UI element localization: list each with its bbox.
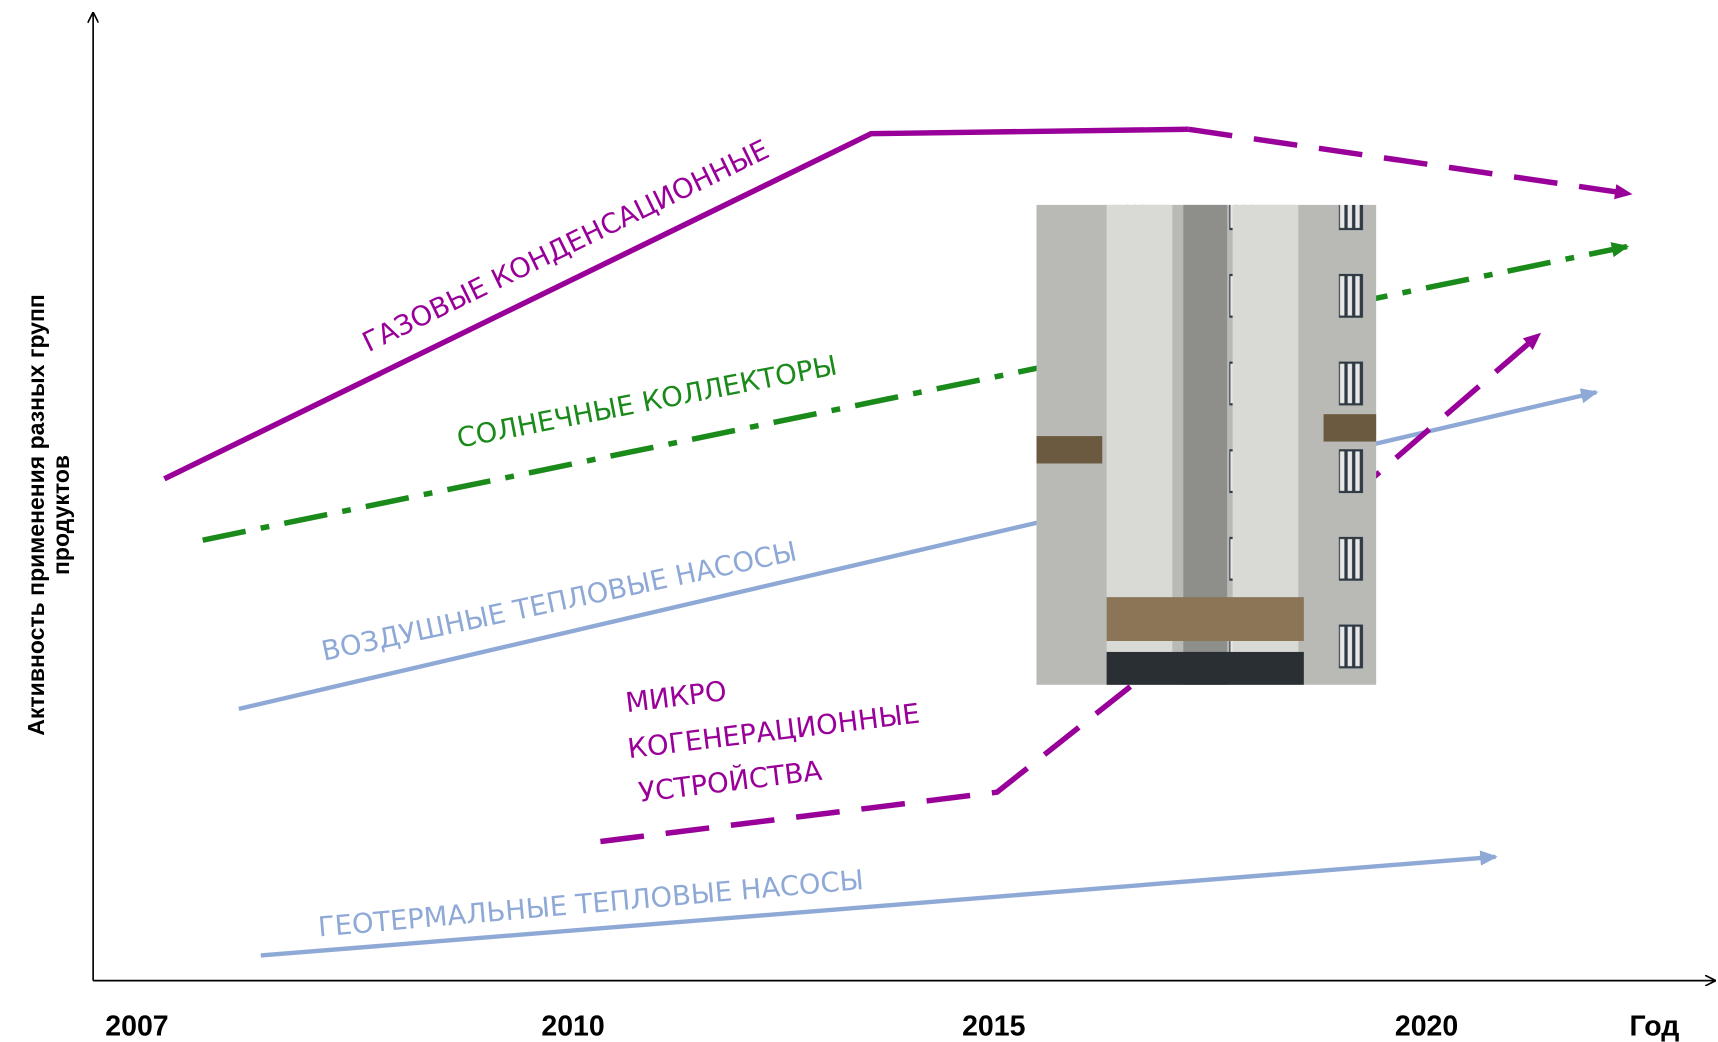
micro-label: МИКРО <box>624 676 729 719</box>
x-label: 2007 <box>105 1010 168 1042</box>
x-label: 2020 <box>1395 1010 1458 1042</box>
air-label: ВОЗДУШНЫЕ ТЕПЛОВЫЕ НАСОСЫ <box>319 536 800 667</box>
x-label: 2010 <box>541 1010 604 1042</box>
geo-label: ГЕОТЕРМАЛЬНЫЕ ТЕПЛОВЫЕ НАСОСЫ <box>317 865 865 944</box>
air-line <box>239 392 1597 709</box>
micro-label: УСТРОЙСТВА <box>637 755 824 809</box>
x-label: 2015 <box>962 1010 1025 1042</box>
solar-line <box>203 247 1627 541</box>
building-photo <box>1036 205 1376 685</box>
page: {"y_axis_label": ["Активность применения… <box>0 0 1718 1042</box>
diagram: Активность применения разных групп проду… <box>0 0 1718 1042</box>
gas-label: ГАЗОВЫЕ КОНДЕНСАЦИОННЫЕ <box>358 134 774 358</box>
solar-label: СОЛНЕЧНЫЕ КОЛЛЕКТОРЫ <box>454 350 839 454</box>
y-axis-label: продуктов <box>48 455 74 575</box>
gas-forecast <box>1189 129 1631 194</box>
y-axis-label: Активность применения разных групп <box>23 294 49 735</box>
x-label: Год <box>1630 1010 1680 1042</box>
